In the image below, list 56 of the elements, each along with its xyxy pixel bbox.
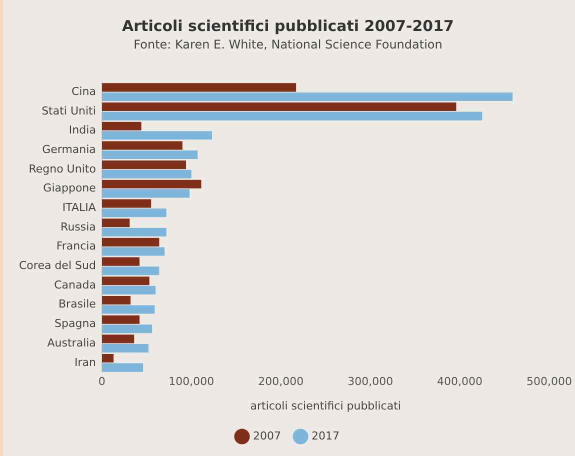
y-tick-label: Australia	[47, 336, 96, 350]
y-tick-label: Francia	[56, 240, 96, 253]
chart-subtitle: Fonte: Karen E. White, National Science Foundation	[134, 37, 442, 52]
bar	[102, 208, 166, 218]
y-tick-label: Stati Uniti	[42, 104, 96, 118]
y-tick-label: Brasile	[58, 298, 96, 311]
chart-title: Articoli scientifici pubblicati 2007-2017	[122, 16, 454, 35]
bar	[102, 363, 144, 372]
legend-label: 2007	[253, 429, 282, 442]
bar	[102, 131, 212, 140]
bar	[102, 218, 130, 228]
bar	[102, 238, 160, 246]
bar	[102, 112, 482, 120]
bar	[102, 315, 140, 324]
bar	[102, 354, 114, 363]
bar	[102, 170, 192, 178]
x-axis-title: articoli scientifici pubblicati	[250, 399, 401, 412]
y-tick-label: Russia	[60, 220, 96, 234]
legend-label: 2017	[312, 429, 340, 442]
y-tick-label: Corea del Sud	[19, 259, 96, 272]
bar	[102, 122, 142, 130]
y-tick-label: Germania	[42, 142, 96, 156]
x-tick-label: 200,000	[258, 375, 304, 388]
x-tick-label: 300,000	[348, 375, 394, 388]
y-tick-label: ITALIA	[62, 201, 96, 214]
y-tick-label: India	[68, 124, 96, 137]
bar	[102, 83, 296, 92]
bar	[102, 102, 456, 112]
bar	[102, 296, 131, 305]
bar	[102, 276, 150, 286]
y-tick-label: Canada	[54, 278, 96, 292]
bar	[102, 228, 166, 236]
bar	[102, 266, 160, 276]
bar	[102, 141, 182, 150]
bar	[102, 324, 152, 334]
bar	[102, 344, 148, 352]
bar	[102, 334, 134, 344]
x-tick-label: 500,000	[526, 375, 572, 388]
bar	[102, 150, 198, 160]
x-tick-label: 100,000	[168, 375, 214, 388]
bar	[102, 92, 513, 101]
bar	[102, 305, 155, 314]
y-tick-label: Spagna	[54, 317, 96, 330]
y-tick-label: Iran	[74, 356, 96, 369]
bar	[102, 160, 186, 170]
x-tick-label: 400,000	[437, 375, 483, 388]
bar	[102, 189, 190, 198]
bar	[102, 257, 140, 266]
bar	[102, 286, 156, 294]
bar	[102, 247, 165, 256]
bar	[102, 180, 202, 188]
y-tick-label: Regno Unito	[28, 162, 96, 176]
bar	[102, 199, 152, 208]
y-tick-label: Giappone	[43, 182, 96, 195]
y-tick-label: Cina	[71, 84, 96, 98]
x-tick-label: 0	[98, 375, 106, 388]
